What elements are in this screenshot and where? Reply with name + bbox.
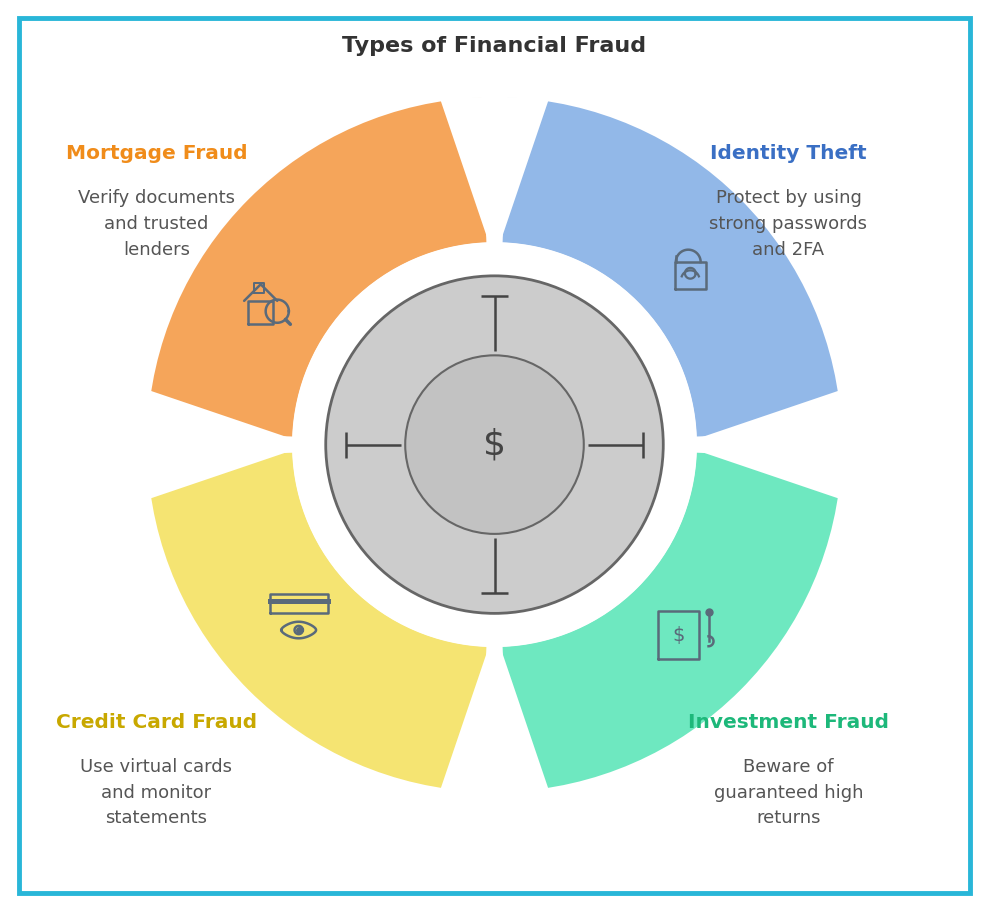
Text: $: $ xyxy=(483,427,506,462)
Text: Verify documents
and trusted
lenders: Verify documents and trusted lenders xyxy=(78,189,235,259)
Text: Use virtual cards
and monitor
statements: Use virtual cards and monitor statements xyxy=(80,758,232,827)
Polygon shape xyxy=(147,390,310,499)
Wedge shape xyxy=(146,97,488,437)
Text: $: $ xyxy=(673,626,685,645)
Text: Investment Fraud: Investment Fraud xyxy=(688,712,889,732)
Polygon shape xyxy=(439,630,550,793)
Polygon shape xyxy=(679,390,842,499)
Text: Types of Financial Fraud: Types of Financial Fraud xyxy=(342,36,647,56)
Wedge shape xyxy=(146,452,488,793)
Circle shape xyxy=(293,243,696,646)
Text: Credit Card Fraud: Credit Card Fraud xyxy=(55,712,257,732)
Text: Identity Theft: Identity Theft xyxy=(710,144,866,163)
Circle shape xyxy=(317,267,672,622)
Text: Beware of
guaranteed high
returns: Beware of guaranteed high returns xyxy=(714,758,863,827)
Text: Mortgage Fraud: Mortgage Fraud xyxy=(65,144,247,163)
Circle shape xyxy=(325,276,664,613)
Text: Protect by using
strong passwords
and 2FA: Protect by using strong passwords and 2F… xyxy=(709,189,867,259)
Wedge shape xyxy=(501,97,843,437)
Polygon shape xyxy=(439,97,550,260)
Circle shape xyxy=(405,355,584,534)
Wedge shape xyxy=(501,452,843,793)
